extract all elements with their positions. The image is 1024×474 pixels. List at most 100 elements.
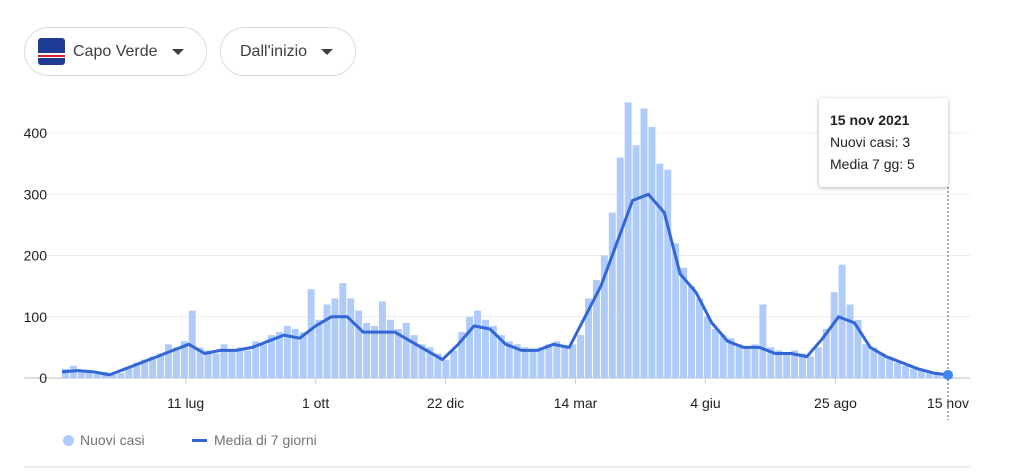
bar-new-cases bbox=[355, 310, 363, 378]
bar-new-cases bbox=[799, 353, 806, 378]
bar-new-cases bbox=[489, 325, 497, 378]
bar-new-cases bbox=[410, 335, 418, 378]
bar-new-cases bbox=[212, 353, 220, 378]
bar-new-cases bbox=[695, 298, 703, 378]
bar-new-cases bbox=[260, 344, 268, 378]
bar-new-cases bbox=[268, 335, 275, 378]
bar-new-cases bbox=[862, 344, 870, 378]
bar-new-cases bbox=[561, 347, 569, 378]
bar-new-cases bbox=[751, 344, 759, 378]
bar-new-cases bbox=[236, 347, 244, 378]
bar-new-cases bbox=[537, 347, 545, 378]
y-tick-label: 400 bbox=[24, 125, 48, 141]
bar-new-cases bbox=[331, 298, 339, 378]
bar-new-cases bbox=[458, 332, 466, 378]
cape-verde-flag-icon bbox=[38, 38, 65, 65]
bar-new-cases bbox=[442, 359, 450, 378]
bar-new-cases bbox=[513, 344, 521, 378]
legend-dot-icon bbox=[63, 434, 74, 446]
bar-new-cases bbox=[299, 332, 307, 378]
bar-new-cases bbox=[632, 145, 640, 378]
bar-new-cases bbox=[394, 329, 402, 378]
bar-new-cases bbox=[711, 329, 719, 378]
x-tick-label: 1 ott bbox=[302, 395, 329, 411]
hover-point bbox=[943, 369, 953, 380]
y-tick-label: 300 bbox=[24, 186, 48, 202]
bar-new-cases bbox=[450, 350, 458, 378]
bar-new-cases bbox=[775, 350, 783, 378]
legend-average-label: Media di 7 giorni bbox=[214, 432, 317, 448]
bar-new-cases bbox=[252, 341, 260, 378]
bar-new-cases bbox=[117, 373, 125, 378]
bar-new-cases bbox=[909, 368, 917, 378]
bar-new-cases bbox=[616, 157, 624, 378]
x-tick-label: 14 mar bbox=[554, 395, 598, 411]
bar-new-cases bbox=[585, 298, 592, 378]
bar-new-cases bbox=[474, 310, 482, 378]
bar-new-cases bbox=[886, 356, 894, 378]
x-tick-label: 22 dic bbox=[427, 395, 464, 411]
bar-new-cases bbox=[196, 347, 204, 378]
bar-new-cases bbox=[244, 350, 252, 378]
bar-new-cases bbox=[505, 341, 513, 378]
bar-new-cases bbox=[822, 329, 830, 378]
bar-new-cases bbox=[925, 371, 933, 378]
bar-new-cases bbox=[402, 322, 410, 378]
bar-new-cases bbox=[77, 371, 85, 378]
bar-new-cases bbox=[878, 353, 886, 378]
bar-new-cases bbox=[553, 341, 561, 378]
bar-new-cases bbox=[902, 365, 909, 378]
bar-new-cases bbox=[172, 347, 180, 378]
bar-new-cases bbox=[917, 370, 925, 378]
country-label: Capo Verde bbox=[73, 42, 158, 60]
bar-new-cases bbox=[846, 304, 854, 378]
bar-new-cases bbox=[648, 126, 656, 378]
bar-new-cases bbox=[109, 374, 117, 378]
bar-new-cases bbox=[165, 344, 172, 378]
x-tick-label: 11 lug bbox=[167, 395, 204, 411]
time-range-selector[interactable]: Dall'inizio bbox=[220, 27, 356, 76]
bar-new-cases bbox=[727, 338, 735, 378]
bar-new-cases bbox=[220, 344, 228, 378]
legend-average: Media di 7 giorni bbox=[192, 432, 317, 448]
country-selector[interactable]: Capo Verde bbox=[24, 27, 207, 76]
bar-new-cases bbox=[283, 325, 291, 378]
range-label: Dall'inizio bbox=[240, 42, 308, 60]
bar-new-cases bbox=[378, 301, 386, 378]
bar-new-cases bbox=[434, 353, 442, 378]
bar-new-cases bbox=[735, 344, 743, 378]
bar-new-cases bbox=[838, 264, 846, 378]
dropdown-caret-icon bbox=[321, 48, 334, 55]
bar-new-cases bbox=[759, 304, 767, 378]
bar-new-cases bbox=[608, 212, 616, 378]
bar-new-cases bbox=[791, 350, 799, 378]
bar-new-cases bbox=[688, 286, 695, 378]
bar-new-cases bbox=[703, 316, 711, 378]
x-tick-label: 4 giu bbox=[690, 395, 720, 411]
bar-new-cases bbox=[426, 347, 434, 378]
tooltip-new-cases: Nuovi casi: 3 bbox=[830, 134, 911, 150]
bar-new-cases bbox=[656, 163, 664, 378]
bar-new-cases bbox=[624, 102, 632, 378]
x-tick-label: 25 ago bbox=[814, 395, 857, 411]
bar-new-cases bbox=[830, 292, 838, 378]
y-tick-label: 100 bbox=[24, 309, 48, 325]
bar-new-cases bbox=[204, 350, 212, 378]
bar-new-cases bbox=[133, 362, 141, 378]
bar-new-cases bbox=[894, 362, 902, 378]
bar-new-cases bbox=[743, 347, 751, 378]
bar-new-cases bbox=[482, 319, 489, 378]
bar-new-cases bbox=[577, 335, 585, 378]
bar-new-cases bbox=[188, 310, 196, 378]
bar-new-cases bbox=[664, 169, 672, 378]
bar-new-cases bbox=[814, 347, 822, 378]
bar-new-cases bbox=[569, 344, 577, 378]
bar-new-cases bbox=[291, 329, 299, 378]
bar-new-cases bbox=[339, 283, 347, 378]
bar-new-cases bbox=[228, 350, 236, 378]
bar-new-cases bbox=[386, 319, 394, 378]
bar-new-cases bbox=[672, 243, 680, 378]
bar-new-cases bbox=[592, 280, 600, 378]
divider bbox=[24, 466, 970, 468]
